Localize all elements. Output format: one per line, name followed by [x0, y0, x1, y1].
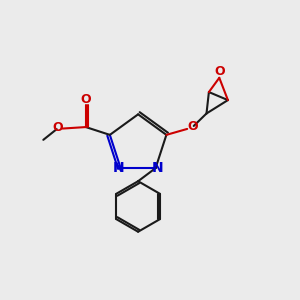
Text: N: N [152, 161, 164, 175]
Text: O: O [52, 121, 63, 134]
Text: O: O [80, 93, 91, 106]
Text: O: O [214, 65, 225, 78]
Text: O: O [187, 120, 198, 133]
Text: N: N [112, 161, 124, 175]
